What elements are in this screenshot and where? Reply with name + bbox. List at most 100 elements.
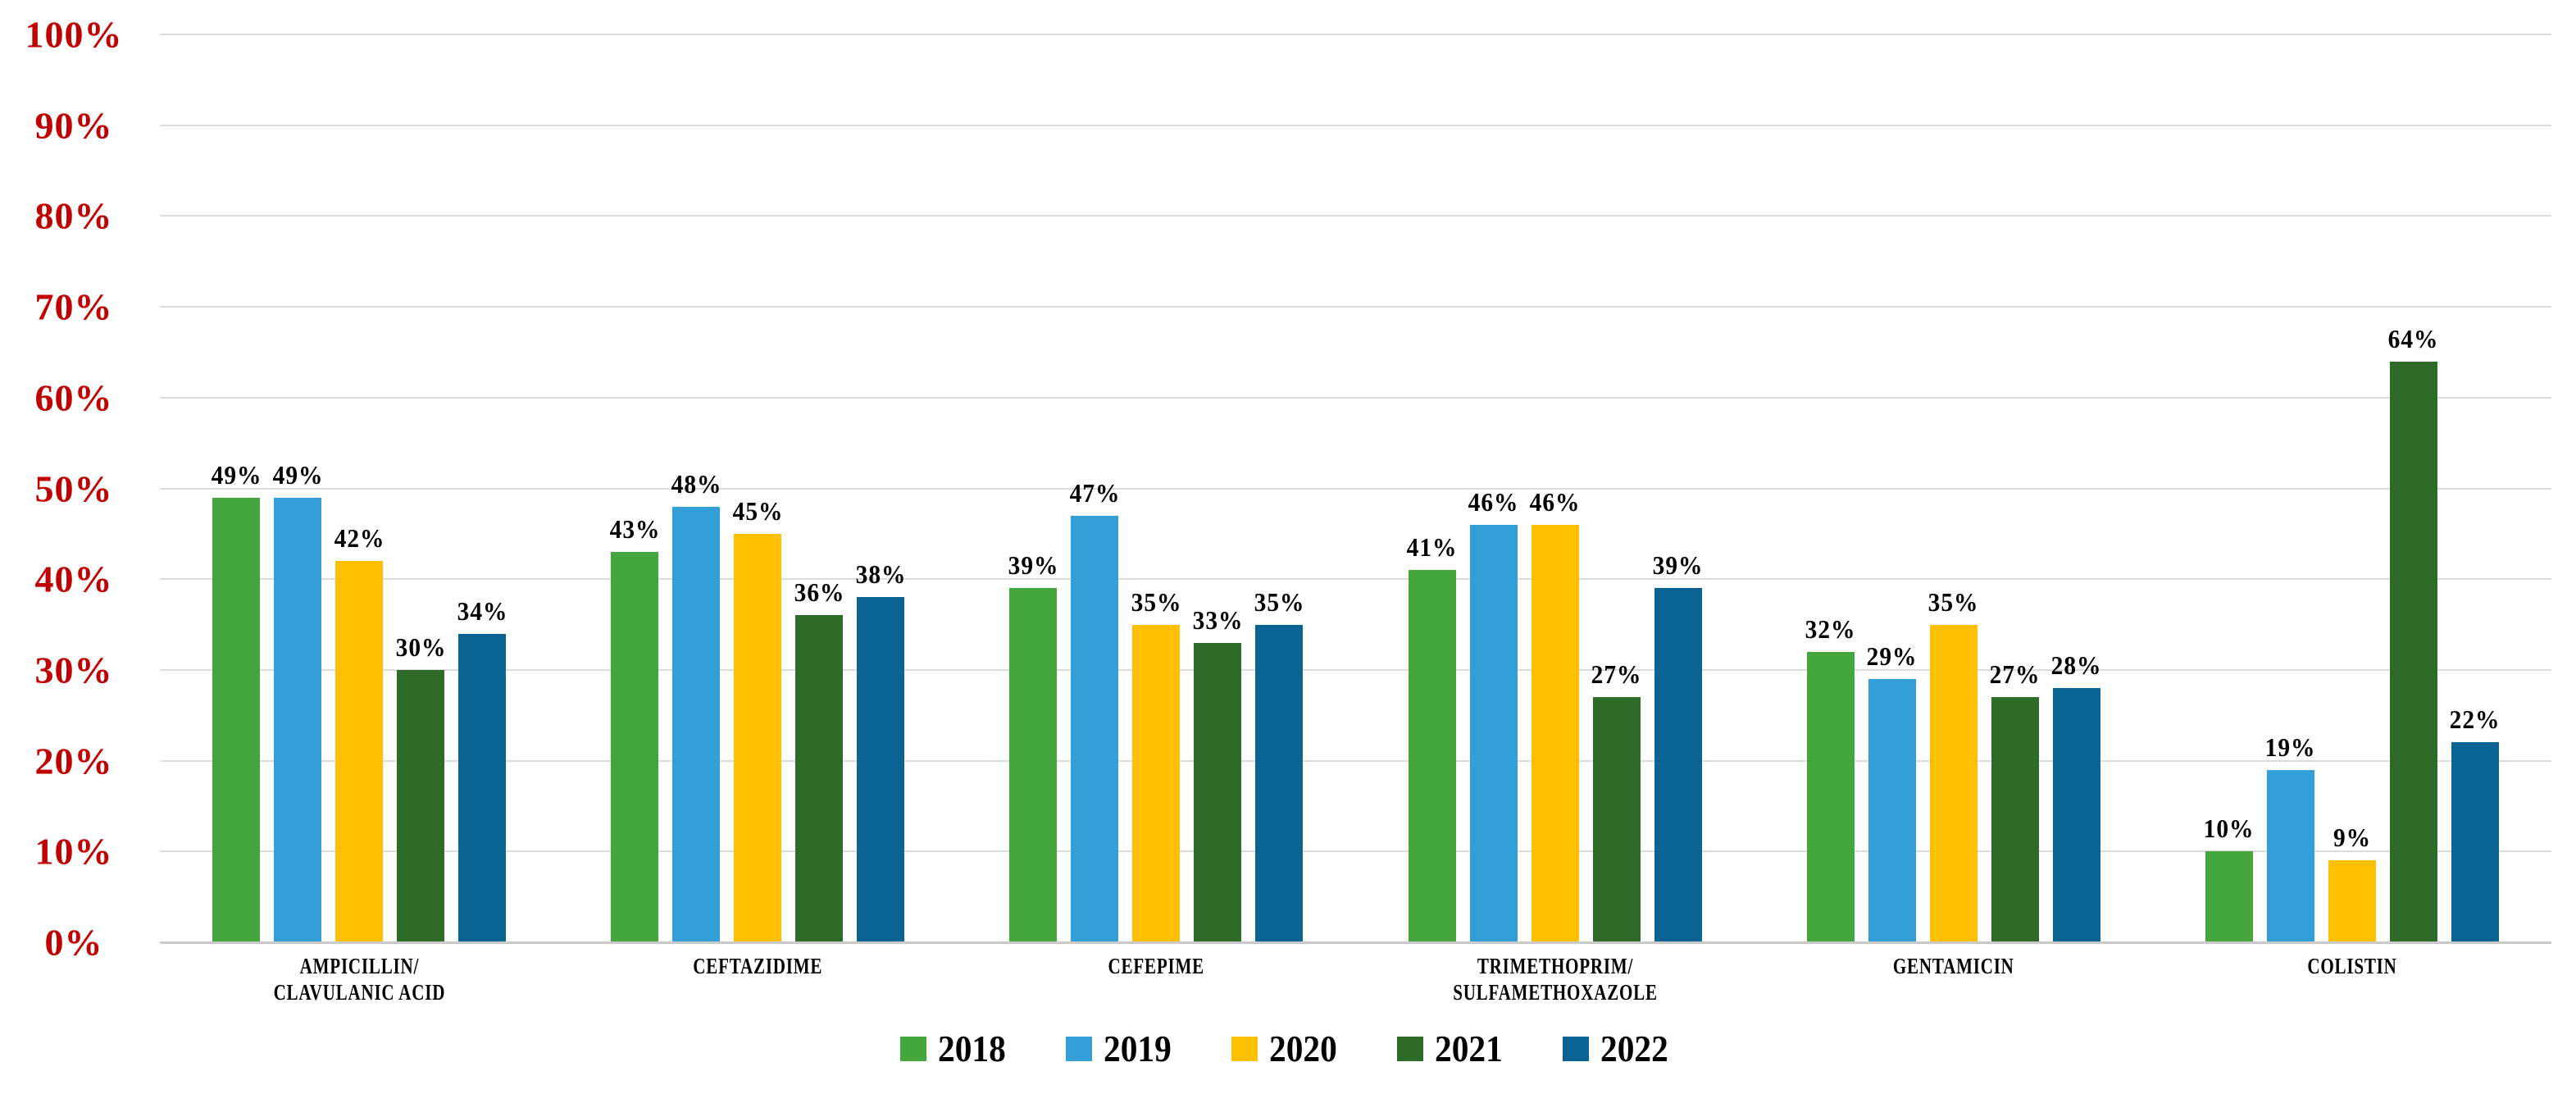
y-tick-label: 80% — [34, 194, 113, 237]
gridline — [160, 578, 2551, 581]
bar-value-label: 36% — [794, 577, 845, 608]
category-label: AMPICILLIN/CLAVULANIC ACID — [273, 954, 445, 1006]
category-label-line: AMPICILLIN/ — [299, 954, 419, 978]
bar-cell: 32% — [1805, 613, 1856, 942]
y-tick-label: 40% — [34, 558, 113, 600]
bar-group: 10% 19% 9% 64% 22% — [2153, 34, 2551, 942]
bar-value-label: 39% — [1008, 550, 1059, 581]
bar-group: 43% 48% 45% 36% 38% — [558, 34, 957, 942]
bar-value-label: 19% — [2265, 732, 2316, 762]
bar-cell: 45% — [732, 496, 782, 942]
bar-cell: 35% — [1131, 586, 1182, 942]
category-label: COLISTIN — [2307, 954, 2396, 1006]
bar-cell: 46% — [1529, 486, 1581, 942]
bar-group: 41% 46% 46% 27% 39% — [1356, 34, 1755, 942]
bar-value-label: 27% — [1591, 659, 1642, 690]
bar-2018 — [212, 497, 261, 942]
bar-group: 32% 29% 35% 27% 28% — [1755, 34, 2153, 942]
legend-item-2021: 2021 — [1397, 1027, 1510, 1070]
bar-value-label: 22% — [2450, 704, 2501, 735]
legend-swatch-icon — [900, 1036, 926, 1061]
bar-2019 — [1868, 678, 1916, 942]
bar-value-label: 33% — [1192, 604, 1244, 635]
bar-value-label: 38% — [855, 559, 907, 590]
bar-value-label: 35% — [1131, 586, 1182, 617]
bar-value-label: 28% — [2050, 650, 2102, 681]
bar-2018 — [611, 552, 659, 942]
bar-cell: 43% — [609, 514, 661, 942]
bar-2021 — [1194, 642, 1242, 942]
y-tick-label: 30% — [34, 649, 113, 691]
bar-cell: 33% — [1192, 604, 1244, 942]
category-label-line: SULFAMETHOXAZOLE — [1452, 979, 1658, 1005]
legend-label: 2020 — [1269, 1028, 1337, 1069]
bar-cell: 9% — [2328, 823, 2376, 942]
category-label-line: CLAVULANIC ACID — [273, 979, 445, 1005]
bar-2021 — [2389, 361, 2437, 942]
bar-value-label: 34% — [457, 595, 507, 626]
category-label: CEFEPIME — [1108, 954, 1204, 1006]
gridline — [160, 850, 2551, 853]
x-label-slot: CEFEPIME — [957, 954, 1355, 1006]
gridline — [160, 668, 2551, 671]
bar-cell: 41% — [1406, 532, 1458, 942]
bar-2020 — [1929, 624, 1978, 942]
y-tick-label: 90% — [34, 104, 113, 147]
bar-2022 — [458, 633, 507, 942]
bar-value-label: 46% — [1529, 486, 1581, 517]
bar-cell: 47% — [1069, 477, 1121, 942]
bar-2022 — [1255, 624, 1304, 942]
bar-value-label: 47% — [1069, 477, 1121, 508]
gridline — [160, 124, 2551, 126]
bar-cell: 27% — [1591, 659, 1642, 942]
legend-item-2019: 2019 — [1066, 1027, 1179, 1070]
bar-2022 — [857, 597, 905, 942]
bar-value-label: 49% — [272, 459, 323, 490]
y-tick-label: 100% — [25, 13, 123, 56]
category-label-line: GENTAMICIN — [1892, 954, 2014, 978]
bar-value-label: 48% — [671, 468, 722, 499]
bar-cell: 22% — [2450, 704, 2501, 942]
bar-value-label: 32% — [1805, 613, 1856, 644]
category-label-line: CEFTAZIDIME — [693, 954, 823, 978]
legend-swatch-icon — [1231, 1036, 1258, 1061]
bar-cell: 39% — [1653, 550, 1702, 942]
bar-2021 — [795, 615, 844, 942]
bar-value-label: 30% — [395, 631, 446, 662]
bar-2020 — [1531, 524, 1579, 942]
x-axis-line — [160, 941, 2551, 944]
bar-cell: 30% — [395, 631, 446, 942]
bar-value-label: 35% — [1927, 586, 1979, 617]
bar-2018 — [1408, 570, 1456, 942]
bar-2020 — [734, 533, 782, 942]
legend-label: 2018 — [938, 1028, 1006, 1069]
bar-value-label: 46% — [1468, 486, 1519, 517]
bar-value-label: 43% — [609, 514, 661, 544]
bar-2018 — [1009, 588, 1058, 942]
legend-swatch-icon — [1066, 1036, 1092, 1061]
bar-2020 — [1132, 624, 1181, 942]
bar-cell: 48% — [671, 468, 722, 942]
gridline — [160, 306, 2551, 308]
bar-groups: 49% 49% 42% 30% 34% 43% 48% 45% 36% 38% 39% 47% 35% 3… — [160, 34, 2551, 942]
bar-value-label: 49% — [211, 459, 262, 490]
bar-value-label: 41% — [1406, 532, 1458, 563]
x-label-slot: AMPICILLIN/CLAVULANIC ACID — [160, 954, 558, 1006]
bar-cell: 64% — [2388, 324, 2438, 942]
bar-value-label: 35% — [1254, 586, 1305, 617]
bar-group: 49% 49% 42% 30% 34% — [160, 34, 558, 942]
gridline — [160, 396, 2551, 399]
legend-swatch-icon — [1563, 1036, 1589, 1061]
gridline — [160, 487, 2551, 490]
y-tick-label: 50% — [34, 467, 113, 509]
bar-cell: 19% — [2265, 732, 2316, 942]
category-label: CEFTAZIDIME — [693, 954, 822, 1006]
legend-label: 2021 — [1435, 1028, 1503, 1069]
bar-2022 — [2052, 688, 2100, 942]
bar-cell: 27% — [1990, 659, 2040, 942]
x-axis-labels: AMPICILLIN/CLAVULANIC ACID CEFTAZIDIME CEF… — [160, 954, 2551, 1006]
bar-2022 — [1654, 588, 1702, 942]
bar-cell: 46% — [1468, 486, 1519, 942]
x-label-slot: COLISTIN — [2153, 954, 2551, 1006]
